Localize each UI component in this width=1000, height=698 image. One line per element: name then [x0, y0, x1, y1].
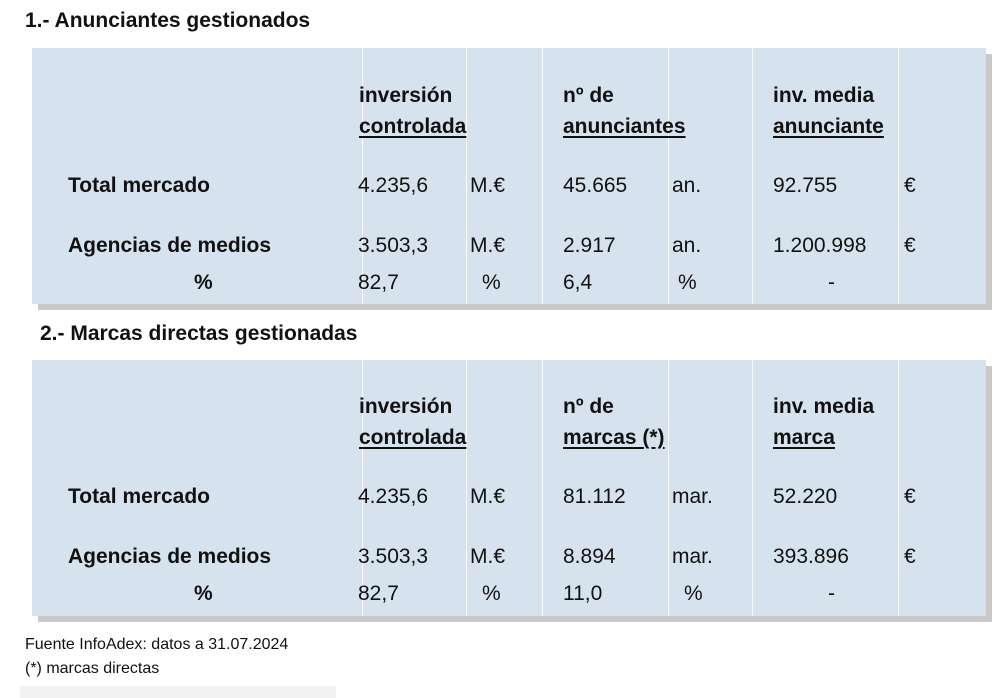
cell-value: 3.503,3 [358, 545, 429, 568]
header-media: inv. media anunciante [773, 84, 884, 138]
cell-value: 45.665 [563, 174, 628, 197]
cell-value: 1.200.998 [773, 234, 867, 257]
cell-unit: € [904, 174, 916, 197]
row-label-total: Total mercado [68, 174, 210, 197]
cell-unit: % [482, 582, 501, 605]
cell-value: 52.220 [773, 485, 838, 508]
cell-value: 4.235,6 [358, 485, 429, 508]
cell-value: - [828, 582, 835, 605]
cell-unit: an. [672, 234, 702, 257]
cell-unit: € [904, 234, 916, 257]
header-inversion: inversión controlada [359, 84, 467, 138]
header-anunciantes: nº de anunciantes [563, 84, 686, 138]
source-note: Fuente InfoAdex: datos a 31.07.2024 [25, 636, 289, 653]
section-2-table: inversión controlada nº de marcas (*) inv.… [32, 360, 986, 616]
cell-unit: M.€ [470, 485, 506, 508]
cell-unit: € [904, 485, 916, 508]
cell-value: 2.917 [563, 234, 616, 257]
cell-value: 11,0 [563, 582, 603, 605]
row-label-percent: % [194, 582, 213, 605]
cell-value: 4.235,6 [358, 174, 429, 197]
cell-value: 81.112 [563, 485, 626, 508]
section-1-title: 1.- Anunciantes gestionados [25, 9, 311, 32]
cell-unit: € [904, 545, 916, 568]
cell-value: 8.894 [563, 545, 616, 568]
cell-value: 393.896 [773, 545, 849, 568]
cell-unit: mar. [672, 485, 713, 508]
cell-value: 82,7 [358, 271, 399, 294]
section-1-table: inversión controlada nº de anunciantes inv… [32, 48, 986, 304]
cell-unit: % [482, 271, 501, 294]
cell-unit: M.€ [470, 174, 506, 197]
header-inversion: inversión controlada [359, 395, 467, 449]
section-2-title: 2.- Marcas directas gestionadas [40, 322, 358, 345]
cell-unit: an. [672, 174, 702, 197]
row-label-total: Total mercado [68, 485, 210, 508]
footer-bar [20, 686, 336, 698]
row-label-agencias: Agencias de medios [68, 545, 272, 568]
row-label-agencias: Agencias de medios [68, 234, 272, 257]
row-label-percent: % [194, 271, 213, 294]
footnote: (*) marcas directas [25, 660, 160, 677]
cell-unit: % [684, 582, 703, 605]
cell-unit: M.€ [470, 545, 506, 568]
cell-value: 3.503,3 [358, 234, 429, 257]
cell-value: 6,4 [563, 271, 593, 294]
cell-value: 92.755 [773, 174, 838, 197]
cell-unit: mar. [672, 545, 713, 568]
cell-value: - [828, 271, 835, 294]
cell-unit: % [678, 271, 697, 294]
header-media: inv. media marca [773, 395, 875, 449]
cell-value: 82,7 [358, 582, 399, 605]
cell-unit: M.€ [470, 234, 506, 257]
header-marcas: nº de marcas (*) [563, 395, 665, 449]
